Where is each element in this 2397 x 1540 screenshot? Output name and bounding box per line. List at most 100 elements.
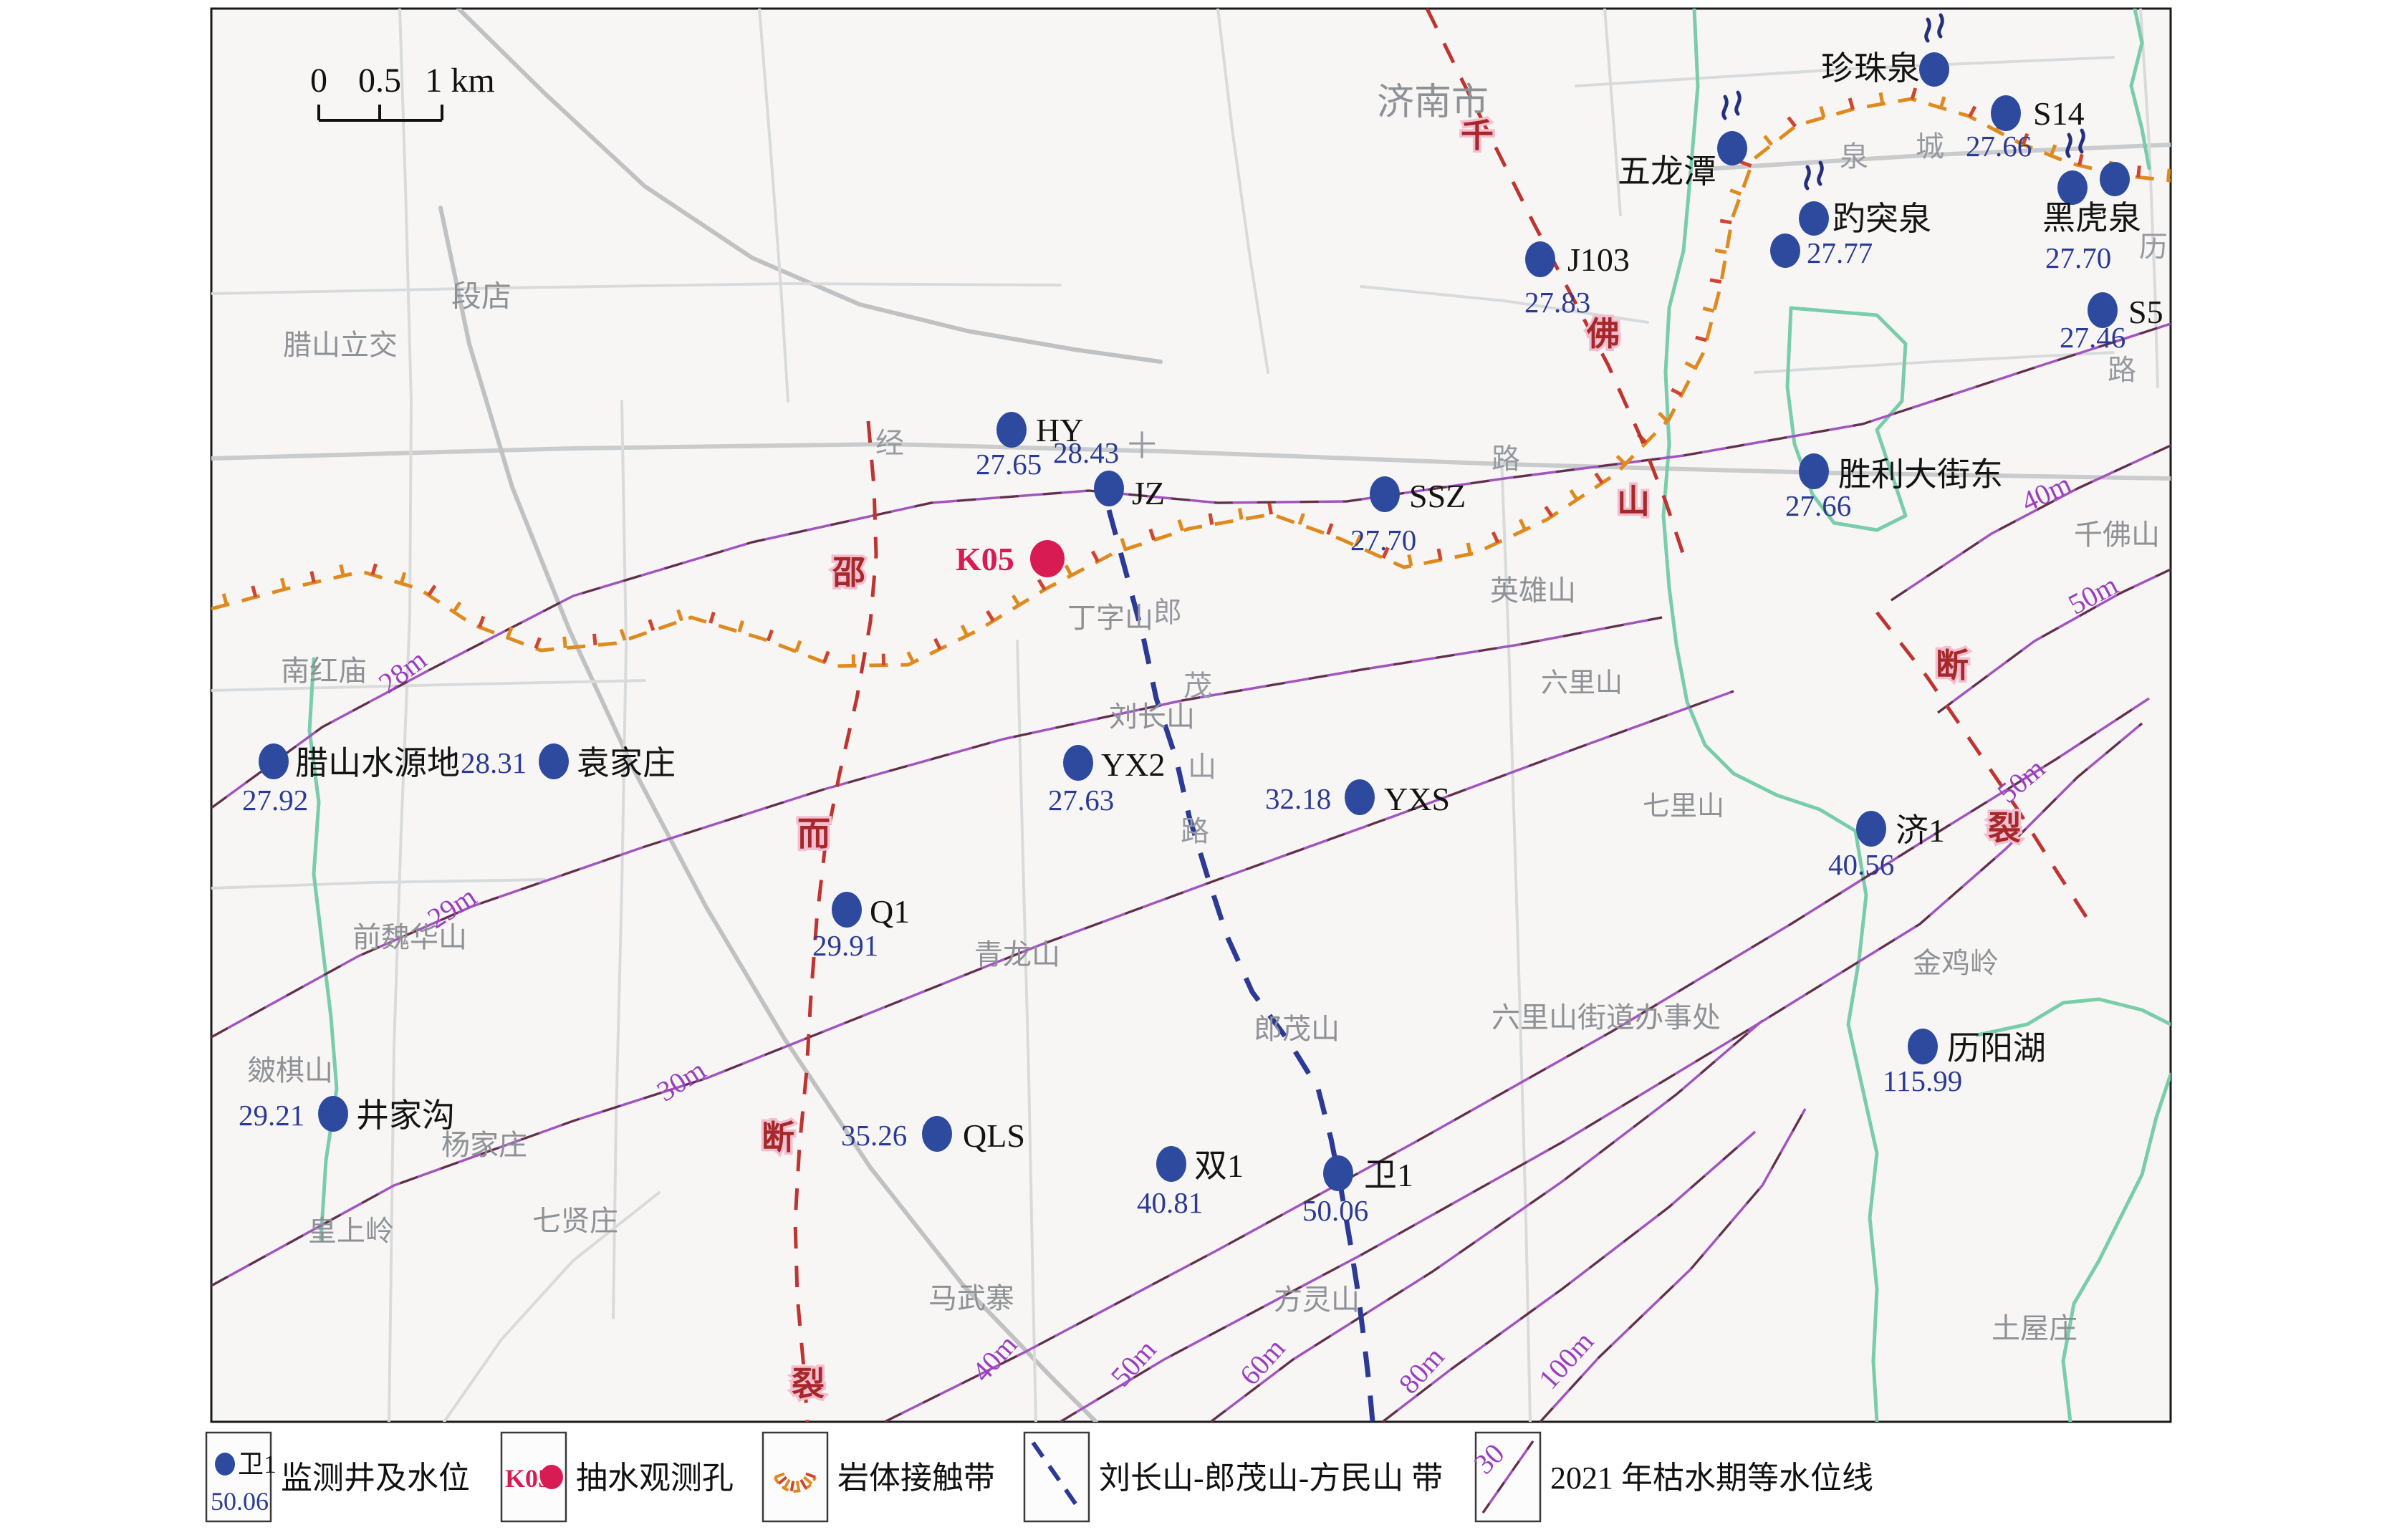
place-label: 六里山街道办事处 [1491,1001,1721,1034]
contact-zone-tick [309,571,316,583]
contact-zone-tick [1544,506,1554,518]
well-dot [1799,453,1829,489]
contact-zone-tick [986,610,995,622]
spring-value: 27.77 [1807,236,1873,269]
fault-char: 千 [1461,117,1494,154]
well-dot [1991,95,2021,131]
well-name: 济1 [1896,812,1945,849]
well-dot [2088,292,2118,328]
well-value: 28.43 [1053,436,1119,469]
contact-zone-tick [648,619,655,632]
contact-zone-tick [452,601,462,613]
place-label: 腊山立交 [283,329,398,361]
well-dot [259,743,289,779]
legend-contact-tick [774,1472,785,1479]
contact-zone-tick [1763,135,1774,146]
scale-label: 1 km [425,62,494,100]
river [1975,997,2171,1037]
well-value: 40.56 [1828,848,1894,881]
road [211,282,1062,295]
contact-zone-tick [1569,489,1579,501]
contact-zone-tick [906,651,915,663]
contact-zone-tick [1208,513,1214,525]
river [1661,9,1879,1422]
legend-contact-tick [783,1478,791,1489]
river [1789,306,1908,518]
contact-zone-tick [1658,411,1669,423]
well-value: 27.83 [1524,286,1590,319]
place-label: 杨家庄 [441,1129,527,1161]
legend-item-label: 刘长山-郎茂山-方民山 带 [1099,1460,1443,1496]
legend-contact-tick [789,1481,795,1491]
legend-item-well [205,1431,272,1523]
well-dot [1094,471,1124,506]
contact-zone-tick [737,620,744,632]
river [1785,306,1908,532]
road [612,400,628,1319]
place-label: 南红庙 [281,655,367,687]
legend-contact-arc [773,1476,817,1493]
spring-value: 27.70 [2045,241,2111,274]
contour-line-dash [1539,1108,1807,1422]
contact-zone-tick [822,650,830,663]
well-dot [1370,476,1400,512]
well-name: S14 [2033,95,2085,132]
legend-pump-name: K05 [505,1464,551,1493]
contact-zone-tick [1297,513,1305,525]
contact-zone-tick [427,584,437,597]
contact-zone-tick [1878,92,1885,105]
place-label: 青龙山 [974,938,1060,971]
contour-line-dash [884,697,2150,1422]
contour-line-dash [1060,722,2143,1422]
well-value: 115.99 [1883,1064,1962,1097]
fault-char: 断 [762,1120,794,1156]
contact-zone-tick [1177,519,1185,531]
contact-zone-tick [1354,534,1363,547]
contact-zone-tick [1910,87,1918,100]
fault-char: 裂 [792,1366,825,1402]
road-label: 经 [875,427,904,459]
fault-char: 裂 [1988,810,2021,847]
well-dot [1908,1029,1938,1064]
contact-zone-tick [562,636,567,648]
contact-zone-tick [2136,165,2141,178]
contact-zone-tick [399,572,407,584]
well-value: 27.66 [1966,130,2032,163]
contact-zone-tick [960,624,969,637]
contact-zone-tick [251,585,258,598]
contact-zone-tick [1148,528,1156,541]
road [758,9,789,403]
road [1016,640,1037,1422]
place-label: 土屋庄 [1992,1312,2077,1344]
well-value: 28.31 [461,746,527,779]
contact-zone-tick [766,629,774,642]
pump-well-name: K05 [956,541,1014,577]
well-name: HY [1036,412,1083,448]
place-label: 皴棋山 [247,1054,333,1087]
well-name: J103 [1567,241,1630,278]
legend-contour-line [1481,1440,1534,1514]
well-name: 卫1 [1364,1157,1413,1193]
steam-icon [1721,95,1729,120]
spring-dot [1799,201,1829,236]
legend-contact-tick [795,1481,801,1491]
steam-icon [1924,17,1931,43]
well-name: YXS [1384,781,1450,817]
place-label: 济南市 [1377,82,1489,123]
contact-zone-tick [1739,160,1752,168]
fault-char: 而 [797,816,830,852]
road [1703,143,2171,171]
fault-char: 邵 [832,554,865,591]
place-label: 丁字山 [1067,602,1153,634]
legend-contact-tick [802,1476,813,1485]
well-dot [1156,1146,1186,1182]
road [456,9,1163,364]
contact-zone-tick [933,637,942,650]
contact-zone-tick [1939,96,1946,109]
road [2139,9,2159,388]
contact-zone-tick [1381,547,1390,559]
contact-zone-tick [1090,550,1100,562]
contact-zone-tick [1011,594,1021,607]
fault-char: 山 [1617,483,1650,520]
